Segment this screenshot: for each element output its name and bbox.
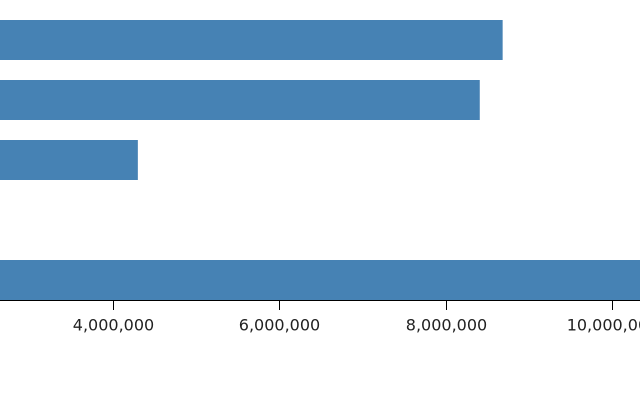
bar: [0, 80, 480, 120]
x-tick-label: 6,000,000: [239, 316, 320, 335]
x-tick-label: 10,000,000: [567, 316, 640, 335]
bar: [0, 140, 138, 180]
bar: [0, 260, 640, 300]
x-tick-label: 4,000,000: [73, 316, 154, 335]
x-tick-label: 8,000,000: [406, 316, 487, 335]
bar: [0, 20, 503, 60]
